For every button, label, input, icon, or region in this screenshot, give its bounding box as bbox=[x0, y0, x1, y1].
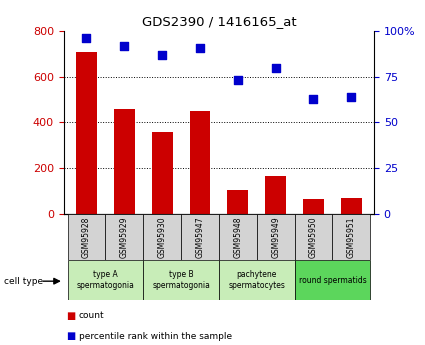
Text: GSM95928: GSM95928 bbox=[82, 217, 91, 258]
Text: cell type: cell type bbox=[4, 277, 43, 286]
Text: GSM95951: GSM95951 bbox=[347, 216, 356, 258]
Bar bbox=[143, 260, 219, 300]
Bar bbox=[303, 199, 324, 214]
Bar bbox=[105, 214, 143, 260]
Bar bbox=[68, 260, 143, 300]
Bar bbox=[68, 214, 105, 260]
Bar bbox=[219, 214, 257, 260]
Text: GSM95947: GSM95947 bbox=[196, 216, 204, 258]
Point bbox=[83, 36, 90, 41]
Bar bbox=[143, 214, 181, 260]
Text: percentile rank within the sample: percentile rank within the sample bbox=[79, 332, 232, 341]
Text: type B
spermatogonia: type B spermatogonia bbox=[152, 270, 210, 290]
Text: ■: ■ bbox=[66, 311, 75, 321]
Text: round spermatids: round spermatids bbox=[298, 276, 366, 285]
Bar bbox=[114, 109, 135, 214]
Bar bbox=[190, 111, 210, 214]
Point bbox=[235, 78, 241, 83]
Bar bbox=[152, 132, 173, 214]
Title: GDS2390 / 1416165_at: GDS2390 / 1416165_at bbox=[142, 16, 296, 29]
Text: GSM95930: GSM95930 bbox=[158, 216, 167, 258]
Bar bbox=[76, 52, 97, 214]
Bar bbox=[295, 214, 332, 260]
Bar bbox=[295, 260, 370, 300]
Point bbox=[196, 45, 203, 50]
Point bbox=[272, 65, 279, 70]
Point bbox=[159, 52, 165, 58]
Text: GSM95949: GSM95949 bbox=[271, 216, 280, 258]
Bar bbox=[227, 190, 248, 214]
Point bbox=[310, 96, 317, 101]
Bar bbox=[341, 198, 362, 214]
Point bbox=[121, 43, 128, 48]
Text: pachytene
spermatocytes: pachytene spermatocytes bbox=[228, 270, 285, 290]
Bar bbox=[332, 214, 370, 260]
Text: GSM95948: GSM95948 bbox=[233, 216, 242, 258]
Text: GSM95929: GSM95929 bbox=[120, 216, 129, 258]
Text: count: count bbox=[79, 311, 104, 320]
Text: GSM95950: GSM95950 bbox=[309, 216, 318, 258]
Point bbox=[348, 94, 355, 100]
Bar bbox=[181, 214, 219, 260]
Bar bbox=[265, 176, 286, 214]
Text: ■: ■ bbox=[66, 332, 75, 341]
Text: type A
spermatogonia: type A spermatogonia bbox=[76, 270, 134, 290]
Bar bbox=[257, 214, 295, 260]
Bar bbox=[219, 260, 295, 300]
